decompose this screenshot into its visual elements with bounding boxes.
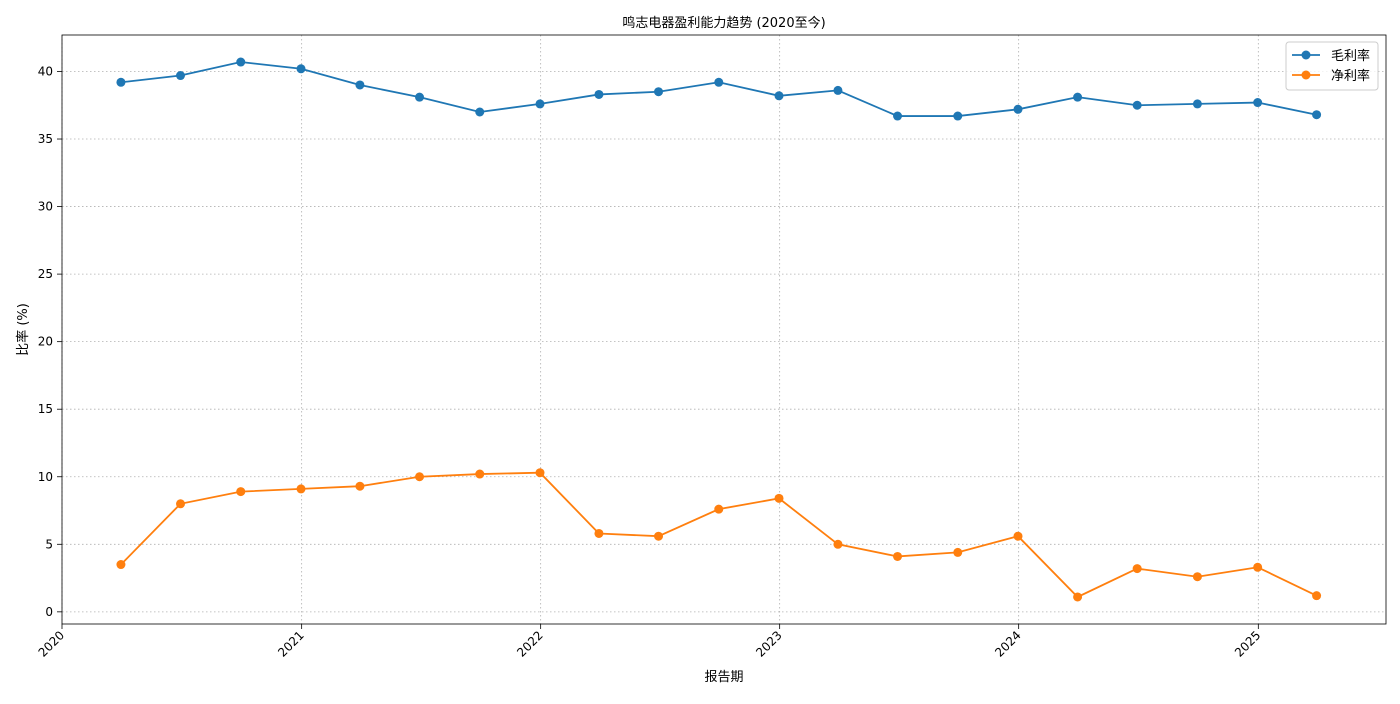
data-point	[953, 547, 963, 557]
data-point	[1253, 562, 1263, 572]
series-2	[116, 468, 1322, 602]
grid-lines	[61, 35, 1386, 624]
plot-frame	[61, 34, 1387, 625]
data-point	[415, 92, 425, 102]
data-point	[1132, 564, 1142, 574]
y-tick-label: 15	[38, 402, 53, 416]
x-tick-label: 2020	[36, 628, 67, 659]
x-tick-label: 2024	[992, 628, 1023, 659]
y-tick-label: 20	[38, 335, 53, 349]
data-point	[654, 531, 664, 541]
data-point	[1312, 110, 1322, 120]
x-tick-label: 2025	[1232, 628, 1263, 659]
data-point	[116, 77, 126, 87]
legend-marker	[1301, 70, 1311, 80]
data-point	[116, 560, 126, 570]
data-point	[355, 481, 365, 491]
data-point	[833, 85, 843, 95]
data-point	[893, 551, 903, 561]
data-point	[1073, 592, 1083, 602]
data-point	[893, 111, 903, 121]
data-point	[296, 64, 306, 74]
data-point	[953, 111, 963, 121]
x-tick-label: 2023	[753, 628, 784, 659]
y-tick-label: 0	[45, 605, 53, 619]
legend-marker	[1301, 50, 1311, 60]
data-point	[236, 487, 246, 497]
series-layer	[116, 57, 1322, 602]
data-point	[833, 539, 843, 549]
data-point	[594, 528, 604, 538]
data-point	[1013, 531, 1023, 541]
data-point	[654, 87, 664, 97]
data-point	[594, 89, 604, 99]
data-point	[535, 468, 545, 478]
data-point	[1013, 104, 1023, 114]
data-point	[1192, 572, 1202, 582]
y-tick-label: 25	[38, 267, 53, 281]
data-point	[176, 499, 186, 509]
chart-title: 鸣志电器盈利能力趋势 (2020至今)	[622, 15, 825, 31]
y-tick-label: 30	[38, 200, 53, 214]
legend-item: 毛利率	[1292, 48, 1370, 64]
data-point	[236, 57, 246, 67]
data-point	[1312, 591, 1322, 601]
y-axis-label: 比率 (%)	[15, 303, 31, 356]
data-point	[1073, 92, 1083, 102]
data-point	[355, 80, 365, 90]
data-point	[475, 469, 485, 479]
data-point	[415, 472, 425, 482]
data-point	[1132, 100, 1142, 110]
y-tick-label: 35	[38, 132, 53, 146]
data-point	[1192, 99, 1202, 109]
y-tick-label: 5	[45, 537, 53, 551]
data-point	[176, 71, 186, 81]
data-point	[714, 77, 724, 87]
data-point	[774, 91, 784, 101]
data-point	[714, 504, 724, 514]
data-point	[1253, 98, 1263, 108]
data-point	[535, 99, 545, 109]
x-tick-label: 2022	[514, 628, 545, 659]
x-axis-label: 报告期	[704, 670, 743, 685]
legend-label: 毛利率	[1331, 48, 1370, 64]
y-tick-label: 10	[38, 470, 53, 484]
legend-label: 净利率	[1331, 68, 1370, 84]
data-point	[774, 493, 784, 503]
data-point	[296, 484, 306, 494]
data-point	[475, 107, 485, 117]
legend-item: 净利率	[1292, 68, 1370, 84]
series-1	[116, 57, 1322, 121]
y-tick-label: 40	[38, 64, 53, 78]
x-tick-label: 2021	[275, 628, 306, 659]
